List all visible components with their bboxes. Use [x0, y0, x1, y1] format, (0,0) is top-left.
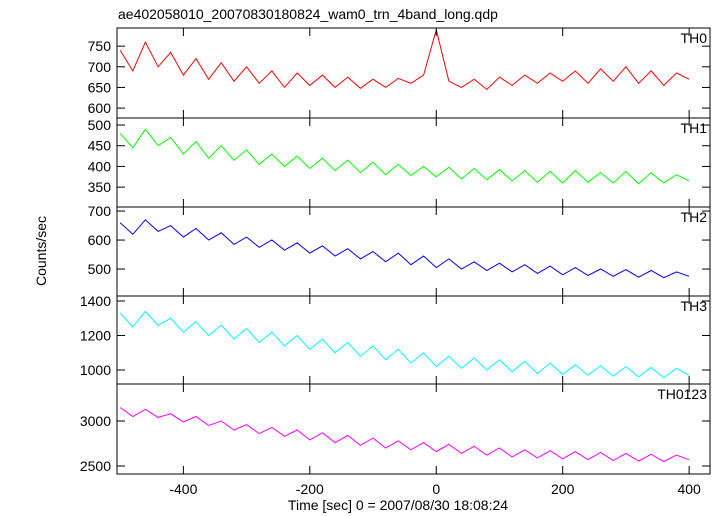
chart-title: ae402058010_20070830180824_wam0_trn_4ban… [118, 6, 498, 22]
y-tick-label: 500 [88, 261, 112, 277]
x-axis-label: Time [sec] 0 = 2007/08/30 18:08:24 [288, 497, 508, 513]
y-tick-label: 3000 [80, 413, 111, 429]
series-label: TH0 [681, 30, 708, 46]
x-tick-label: 0 [432, 481, 440, 497]
series-line [119, 128, 690, 185]
panel-frame [116, 206, 711, 297]
y-tick-label: 2500 [80, 458, 111, 474]
series-line [119, 219, 690, 279]
x-tick-label: 400 [677, 481, 701, 497]
series-label: TH2 [681, 209, 708, 225]
x-tick-label: -200 [296, 481, 324, 497]
y-tick-label: 1200 [80, 328, 111, 344]
series-line [119, 310, 690, 379]
y-tick-label: 350 [88, 179, 112, 195]
series-line [119, 27, 690, 91]
y-tick-label: 700 [88, 203, 112, 219]
panel-frame [116, 383, 711, 475]
series-label: TH1 [681, 120, 708, 136]
y-axis-label: Counts/sec [33, 216, 49, 286]
y-tick-label: 400 [88, 158, 112, 174]
y-tick-label: 700 [88, 59, 112, 75]
panel-frame [116, 117, 711, 208]
y-tick-label: 1000 [80, 362, 111, 378]
x-tick-label: 200 [551, 481, 575, 497]
y-tick-label: 750 [88, 38, 112, 54]
series-label: TH3 [681, 298, 708, 314]
y-tick-label: 1400 [80, 293, 111, 309]
y-tick-label: 600 [88, 100, 112, 116]
y-tick-label: 600 [88, 232, 112, 248]
x-tick-label: -400 [169, 481, 197, 497]
y-tick-label: 650 [88, 79, 112, 95]
series-line [119, 407, 690, 463]
series-label: TH0123 [657, 386, 707, 402]
y-tick-label: 500 [88, 117, 112, 133]
y-tick-label: 450 [88, 138, 112, 154]
